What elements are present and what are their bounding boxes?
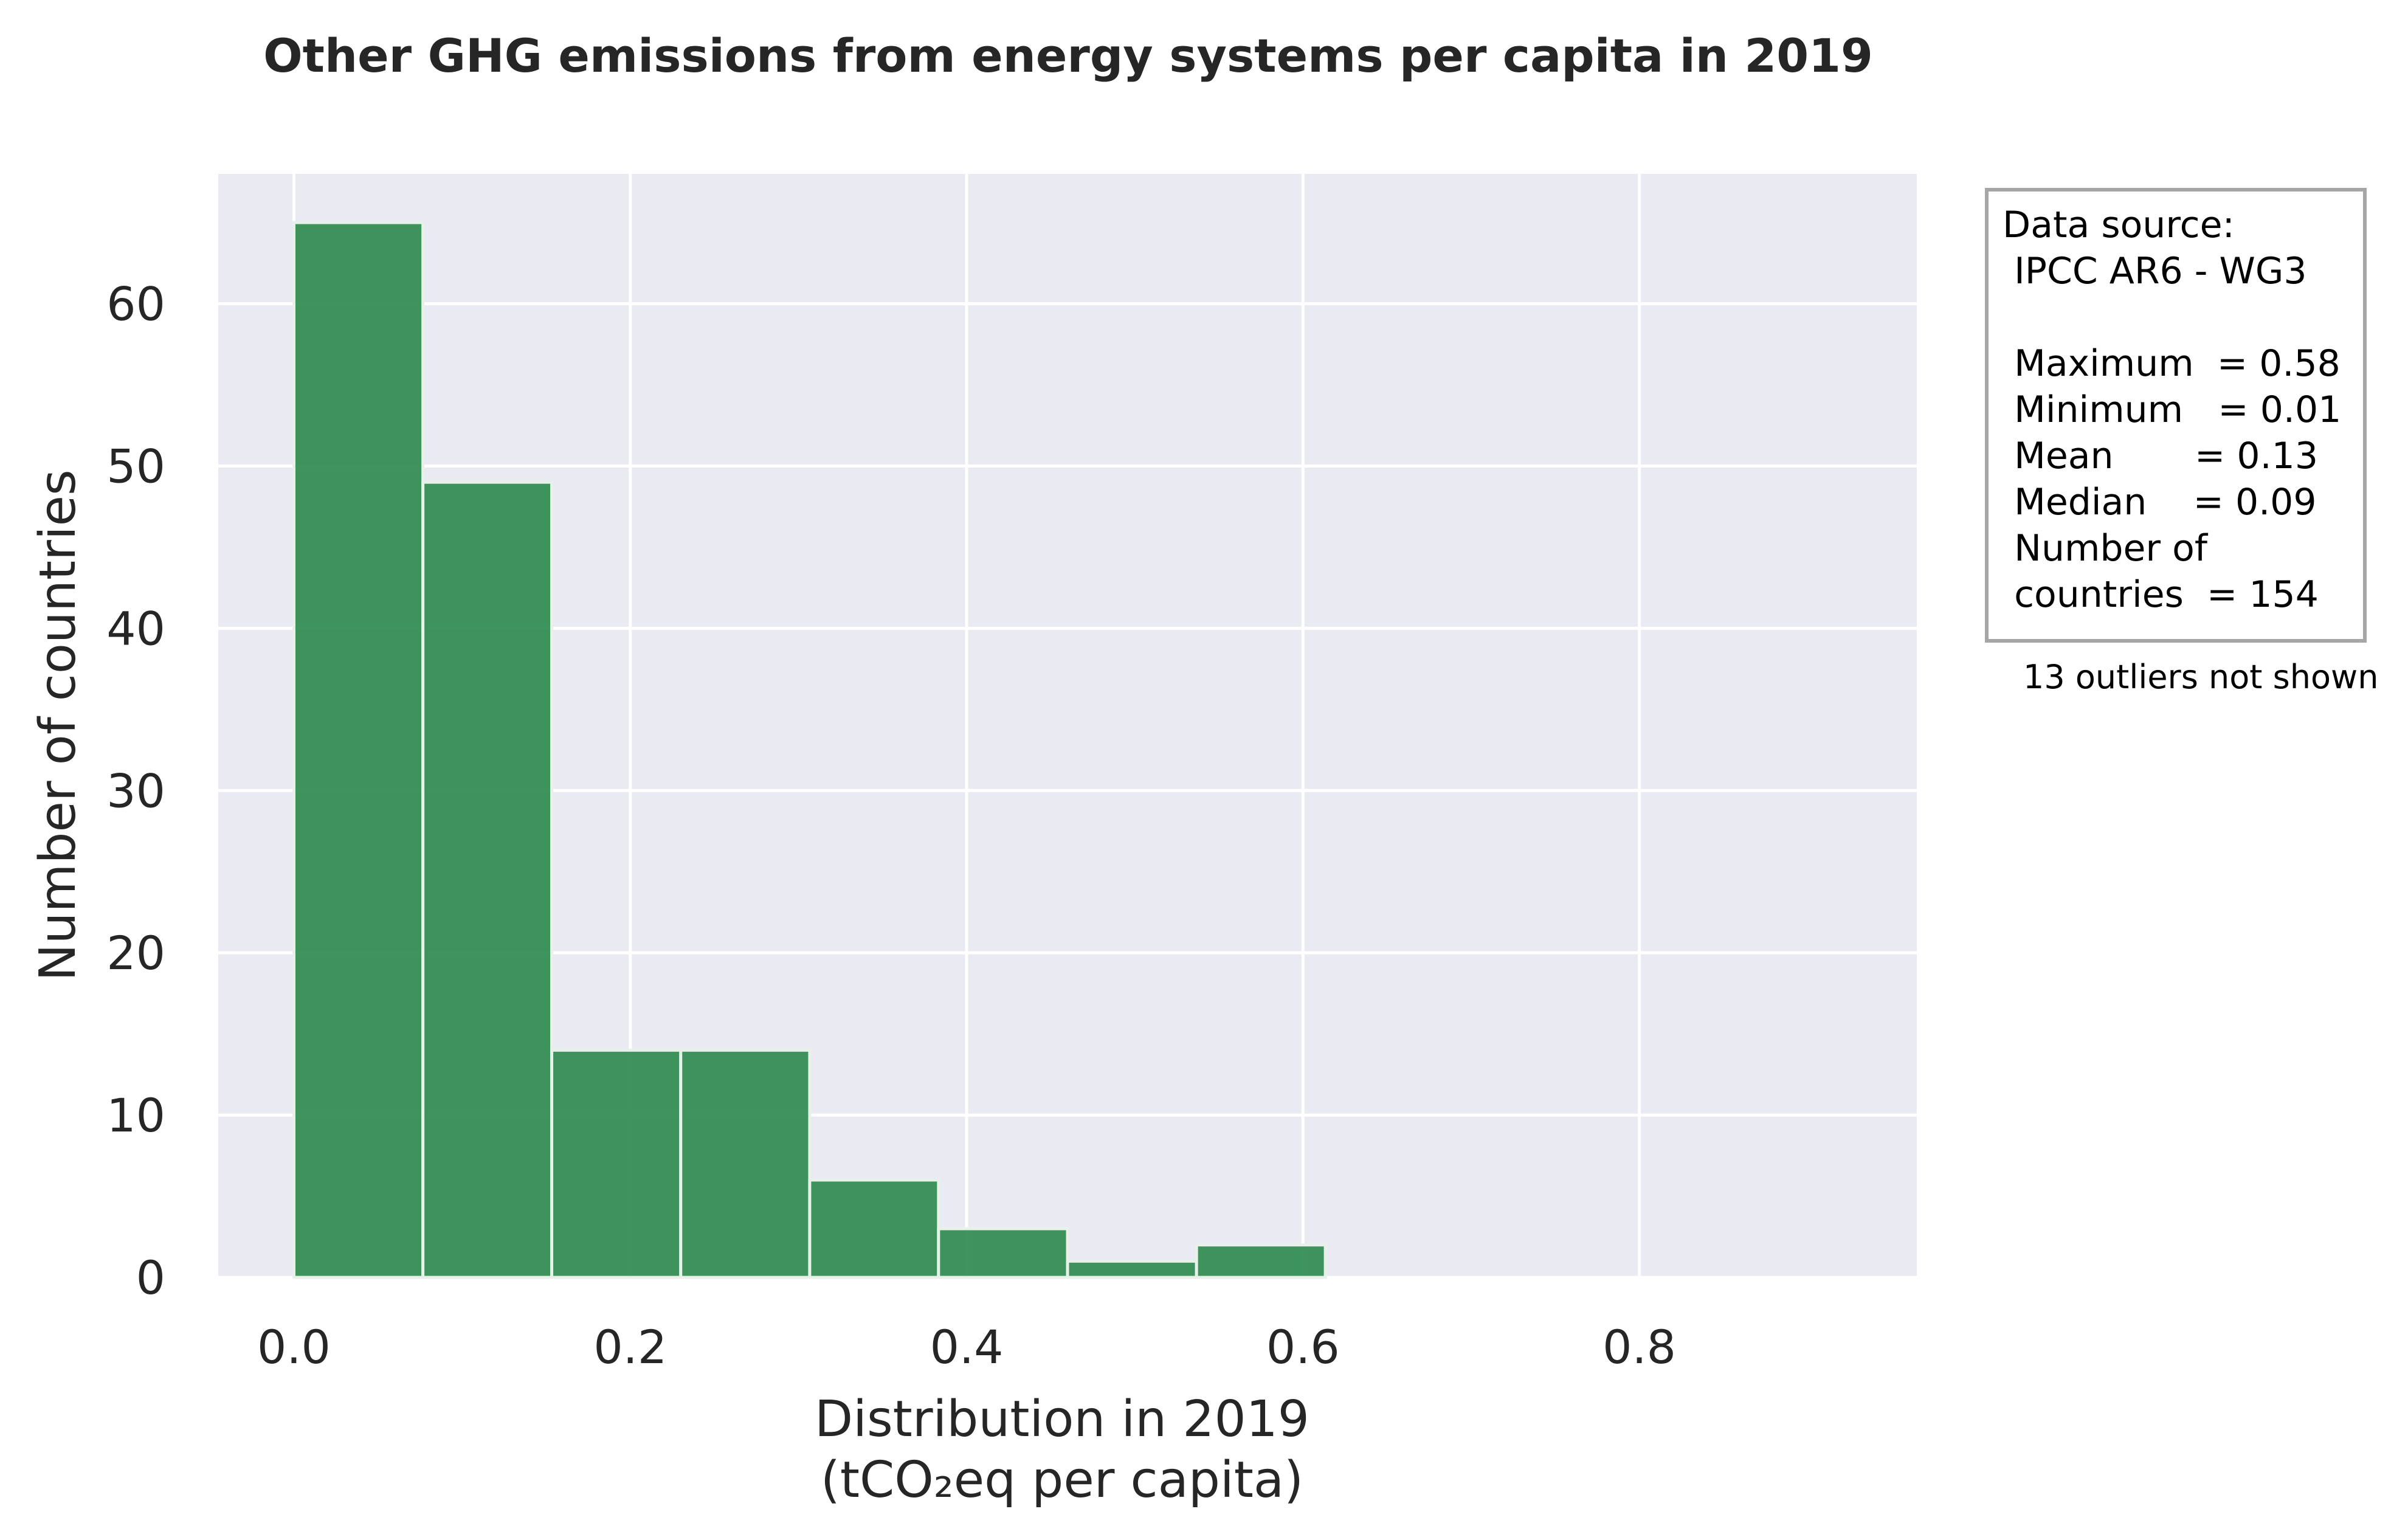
info-box-line: Maximum = 0.58 bbox=[2003, 342, 2341, 385]
info-box-text: Data source: IPCC AR6 - WG3 Maximum = 0.… bbox=[2003, 204, 2341, 616]
x-tick-label: 0.0 bbox=[257, 1320, 331, 1374]
y-tick-label: 40 bbox=[106, 601, 165, 655]
histogram-bar bbox=[937, 1227, 1069, 1279]
info-box-line: Data source: bbox=[2003, 204, 2235, 246]
x-tick-labels: 0.0 0.2 0.4 0.6 0.8 bbox=[257, 1320, 1676, 1374]
x-tick-label: 0.2 bbox=[593, 1320, 667, 1374]
y-tick-label: 60 bbox=[106, 277, 165, 331]
info-box-line: countries = 154 bbox=[2003, 573, 2319, 616]
info-box-line: Mean = 0.13 bbox=[2003, 435, 2318, 477]
x-tick-label: 0.6 bbox=[1266, 1320, 1340, 1374]
y-tick-label: 0 bbox=[136, 1251, 165, 1305]
info-box-line: Number of bbox=[2003, 527, 2209, 570]
histogram-bar bbox=[421, 480, 554, 1279]
x-axis-unit-label: (tCO₂eq per capita) bbox=[821, 1451, 1303, 1509]
info-box bbox=[1985, 188, 2367, 643]
info-box-line: Minimum = 0.01 bbox=[2003, 389, 2341, 431]
y-tick-labels: 0 10 20 30 40 50 60 bbox=[106, 277, 165, 1305]
info-box-line: IPCC AR6 - WG3 bbox=[2003, 250, 2307, 292]
y-tick-label: 20 bbox=[106, 926, 165, 980]
histogram-bar bbox=[1195, 1243, 1327, 1279]
histogram-bars bbox=[292, 221, 1327, 1279]
histogram-bar bbox=[1066, 1259, 1198, 1279]
x-tick-label: 0.4 bbox=[930, 1320, 1004, 1374]
info-box-line: Median = 0.09 bbox=[2003, 481, 2317, 523]
outliers-note: 13 outliers not shown bbox=[2023, 658, 2378, 696]
y-tick-label: 50 bbox=[106, 439, 165, 493]
histogram-bar bbox=[808, 1178, 940, 1279]
x-tick-label: 0.8 bbox=[1602, 1320, 1676, 1374]
chart-title: Other GHG emissions from energy systems … bbox=[263, 29, 1873, 83]
y-tick-label: 30 bbox=[106, 764, 165, 818]
histogram-bar bbox=[550, 1048, 683, 1279]
y-axis-label: Number of countries bbox=[29, 469, 87, 981]
histogram-bar bbox=[679, 1048, 812, 1279]
histogram-bar bbox=[292, 221, 425, 1279]
x-axis-label: Distribution in 2019 bbox=[815, 1390, 1309, 1448]
y-tick-label: 10 bbox=[106, 1088, 165, 1142]
